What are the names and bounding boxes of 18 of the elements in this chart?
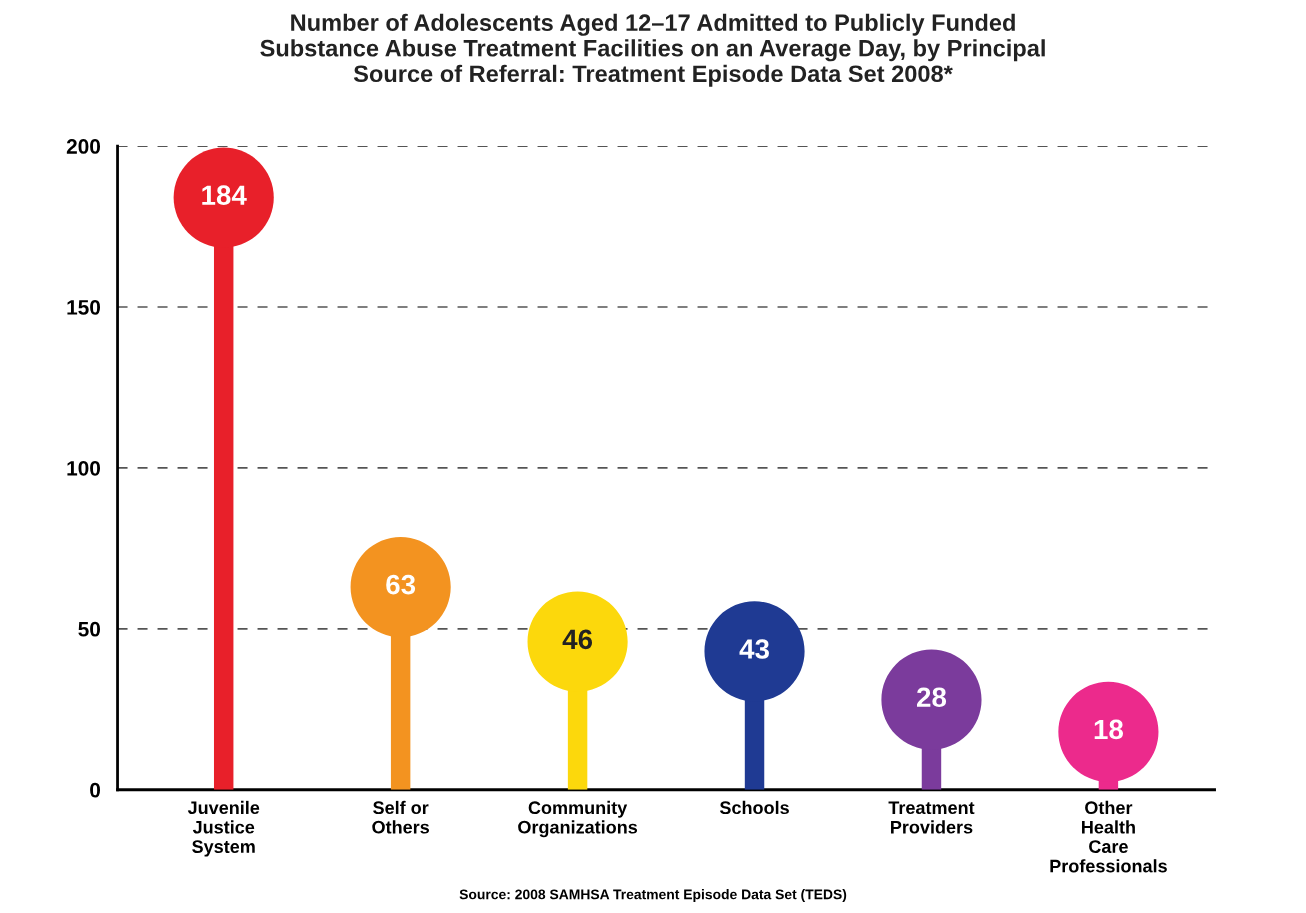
x-tick-label: Community Organizations: [518, 800, 638, 838]
data-label: 184: [202, 185, 247, 206]
y-tick-label: 50: [78, 621, 101, 637]
y-tick-label: 100: [67, 460, 101, 476]
y-tick-label: 150: [67, 300, 101, 315]
data-label: 43: [739, 639, 769, 659]
data-label: 63: [386, 574, 416, 595]
x-tick-label: Treatment Providers: [888, 801, 975, 834]
x-tick-label: Juvenile Justice System: [187, 800, 260, 857]
data-label: 46: [562, 629, 593, 650]
y-tick-label: 200: [66, 139, 101, 154]
data-label: 28: [916, 687, 947, 708]
x-tick-label: Other Health Care Professionals: [1050, 800, 1167, 873]
y-tick-label: 0: [90, 782, 101, 798]
x-tick-label: Self or Others: [372, 800, 430, 834]
chart-title: Number of Adolescents Aged 12–17 Admitted to Publicly Funded Substance Abuse Treatment Facilities on an Average Day, by Principal Source of Referral: Treatment Episode Data Set 2008*: [260, 13, 1045, 87]
x-tick-label: Schools: [719, 800, 789, 815]
source-note: Source: 2008 SAMHSA Treatment Episode Data Set (TEDS): [459, 889, 847, 903]
